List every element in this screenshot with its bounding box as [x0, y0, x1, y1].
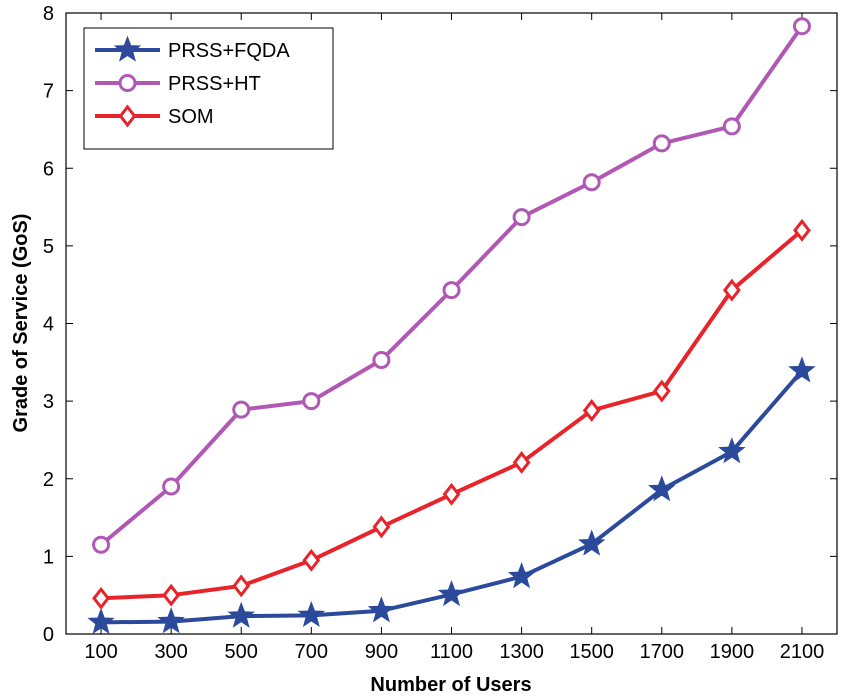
data-point-circle [582, 173, 601, 192]
data-point-star [718, 437, 746, 464]
x-tick-label: 900 [365, 641, 398, 663]
y-tick-label: 2 [43, 469, 54, 491]
legend-label: SOM [168, 106, 214, 128]
series-layer [87, 17, 816, 635]
x-tick-label: 700 [295, 641, 328, 663]
data-point-circle [232, 400, 251, 419]
data-point-star [157, 607, 185, 634]
y-tick-label: 6 [43, 158, 54, 180]
y-tick-label: 5 [43, 236, 54, 258]
y-tick-label: 0 [43, 624, 54, 646]
x-axis-title: Number of Users [370, 674, 531, 696]
data-point-star [367, 596, 396, 623]
data-point-diamond [302, 548, 321, 572]
data-point-diamond [442, 482, 461, 506]
data-point-diamond [582, 398, 601, 422]
x-tick-label: 1900 [710, 641, 755, 663]
x-tick-label: 2100 [780, 641, 825, 663]
data-point-circle [162, 477, 181, 496]
legend-marker-star [113, 35, 142, 62]
data-point-circle [302, 392, 321, 411]
data-point-star [507, 562, 536, 589]
legend-entry: PRSS+HT [95, 73, 261, 95]
x-tick-label: 500 [225, 641, 258, 663]
data-point-star [648, 475, 676, 502]
legend-marker-diamond [118, 104, 137, 128]
y-tick-label: 4 [43, 314, 54, 336]
data-point-diamond [92, 586, 110, 610]
legend-entry: PRSS+FQDA [95, 35, 290, 62]
data-point-circle [372, 350, 391, 369]
y-tick-label: 1 [43, 546, 54, 568]
y-tick-label: 7 [43, 81, 54, 103]
data-point-star [297, 600, 326, 628]
series-prss-ht [92, 17, 811, 554]
data-point-circle [722, 117, 741, 136]
data-point-diamond [722, 278, 741, 302]
x-tick-label: 1700 [640, 641, 685, 663]
data-point-diamond [232, 574, 251, 598]
y-tick-label: 3 [43, 391, 54, 413]
legend-label: PRSS+HT [168, 73, 261, 95]
data-point-diamond [652, 379, 671, 403]
x-tick-label: 300 [154, 641, 187, 663]
data-point-diamond [372, 515, 391, 539]
data-point-diamond [512, 451, 531, 474]
data-point-circle [792, 17, 811, 36]
data-point-circle [512, 208, 531, 227]
data-point-diamond [162, 583, 181, 607]
series-som [92, 218, 811, 610]
x-tick-label: 1100 [430, 641, 473, 663]
data-point-star [87, 607, 115, 635]
data-point-circle [92, 535, 111, 554]
data-point-diamond [793, 218, 811, 242]
data-point-star [788, 356, 816, 383]
axis-ticks: 100 300 500 700 900 1100 1300 1500 1700 1900 2100 0… [43, 3, 837, 663]
data-point-star [437, 579, 466, 607]
data-point-circle [442, 281, 461, 300]
data-point-star [227, 601, 255, 628]
legend-label: PRSS+FQDA [168, 40, 290, 62]
legend-marker-circle [118, 74, 137, 92]
series-prss-fqda [87, 356, 816, 635]
x-tick-label: 100 [84, 641, 117, 663]
data-point-circle [652, 134, 671, 153]
y-tick-label: 8 [43, 3, 54, 25]
x-tick-label: 1500 [569, 641, 614, 663]
legend: PRSS+FQDA PRSS+HT SOM [83, 27, 334, 150]
y-axis-title: Grade of Service (GoS) [10, 214, 32, 433]
legend-entry: SOM [95, 104, 214, 128]
data-point-star [577, 529, 606, 556]
x-tick-label: 1300 [499, 641, 544, 663]
